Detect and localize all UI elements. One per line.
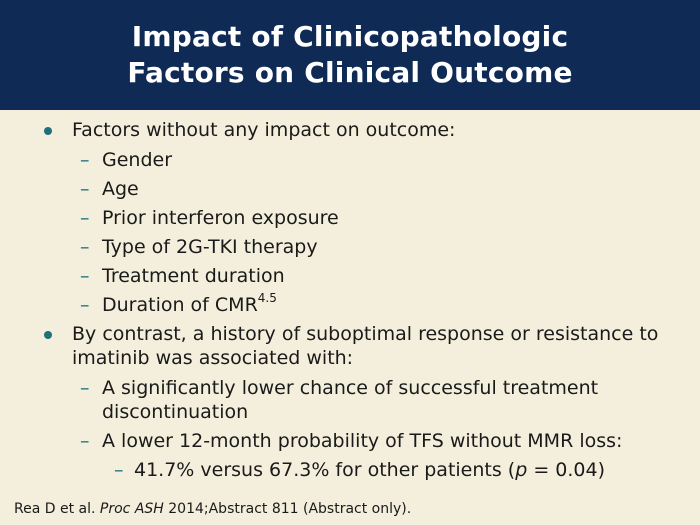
slide-title-line-2: Factors on Clinical Outcome <box>127 56 573 89</box>
sub-item: – Duration of CMR4.5 <box>0 290 700 317</box>
dash-icon: – <box>80 265 90 287</box>
sub-item: – Prior interferon exposure <box>0 206 700 230</box>
sub-item-text: A significantly lower chance of successf… <box>102 377 599 423</box>
slide-title-line-1: Impact of Clinicopathologic <box>131 20 569 53</box>
sub-item: – A significantly lower chance of success… <box>0 376 700 424</box>
dash-icon: – <box>80 207 90 229</box>
sub-item: – Treatment duration <box>0 264 700 288</box>
sub-item: – Age <box>0 177 700 201</box>
bullet-text: Factors without any impact on outcome: <box>72 119 456 141</box>
slide-content: Factors without any impact on outcome: –… <box>0 118 700 487</box>
citation-authors: Rea D et al. <box>14 501 100 517</box>
dash-icon: – <box>114 459 124 481</box>
bullet-dot-icon <box>44 331 52 339</box>
sub-item-text: A lower 12-month probability of TFS with… <box>102 430 623 452</box>
bullet-contrast: By contrast, a history of suboptimal res… <box>0 322 700 370</box>
sub-item: – Gender <box>0 148 700 172</box>
sub-item-text: Prior interferon exposure <box>102 207 339 229</box>
sub-sub-item: –41.7% versus 67.3% for other patients (… <box>0 458 700 482</box>
citation: Rea D et al. Proc ASH 2014;Abstract 811 … <box>14 500 411 518</box>
dash-icon: – <box>80 236 90 258</box>
sub-item-text: Treatment duration <box>102 265 285 287</box>
sub-item-text: Gender <box>102 149 173 171</box>
dash-icon: – <box>80 294 90 316</box>
sub-item: – A lower 12-month probability of TFS wit… <box>0 429 700 453</box>
bullet-no-impact: Factors without any impact on outcome: <box>0 118 700 142</box>
bullet-dot-icon <box>44 127 52 135</box>
dash-icon: – <box>80 377 90 399</box>
dash-icon: – <box>80 149 90 171</box>
sub-item-text: Duration of CMR <box>102 294 258 316</box>
citation-details: 2014;Abstract 811 (Abstract only). <box>163 501 412 517</box>
sub-item: – Type of 2G-TKI therapy <box>0 235 700 259</box>
superscript: 4.5 <box>257 290 277 305</box>
p-value-symbol: p <box>515 459 528 481</box>
citation-journal: Proc ASH <box>99 501 164 517</box>
title-banner: Impact of Clinicopathologic Factors on C… <box>0 0 700 110</box>
dash-icon: – <box>80 178 90 200</box>
dash-icon: – <box>80 430 90 452</box>
sub-item-text: Age <box>102 178 139 200</box>
p-value-text: = 0.04) <box>527 459 605 481</box>
sub-item-text: Type of 2G-TKI therapy <box>102 236 318 258</box>
sub-sub-item-text: 41.7% versus 67.3% for other patients ( <box>134 459 516 481</box>
bullet-text: By contrast, a history of suboptimal res… <box>72 323 659 369</box>
